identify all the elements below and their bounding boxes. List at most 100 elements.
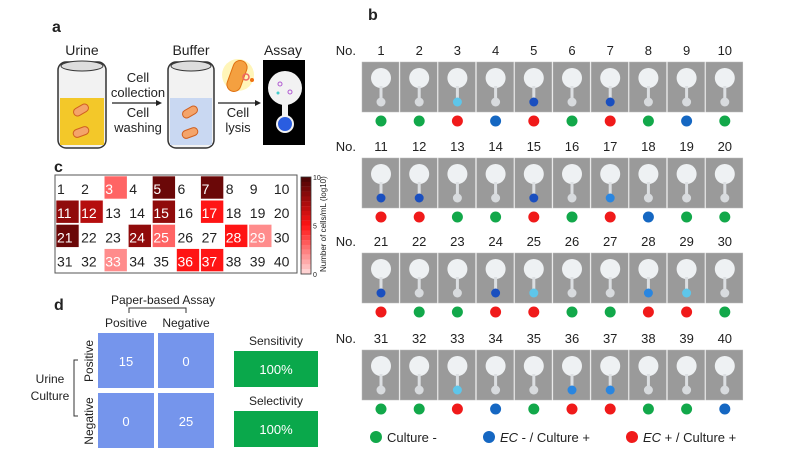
- heatmap-cell: 25: [152, 224, 176, 248]
- assay-strip: 32: [399, 331, 438, 415]
- heatmap-cell-label: 35: [153, 254, 169, 270]
- legend-dot: [626, 431, 638, 443]
- assay-strip: 22: [399, 234, 438, 318]
- heatmap-cell: 20: [274, 205, 290, 221]
- sample-number: 8: [645, 43, 652, 58]
- assay-strip: 28: [629, 234, 667, 318]
- detection-spot: [376, 193, 386, 203]
- result-dot: [719, 403, 731, 415]
- legend-label: Culture -: [387, 430, 437, 445]
- legend-italic: EC: [643, 430, 662, 445]
- detection-spot: [567, 385, 577, 395]
- detection-spot: [376, 288, 386, 298]
- detection-spot: [682, 193, 692, 203]
- assay-strip: No. 31: [336, 331, 400, 415]
- heatmap-cell-label: 8: [226, 181, 234, 197]
- heatmap-cell-label: 9: [250, 181, 258, 197]
- panel-label-a: a: [52, 19, 61, 36]
- assay-strip: 8: [629, 43, 667, 127]
- result-dot: [490, 306, 502, 318]
- assay-strip: 29: [667, 234, 705, 318]
- sample-number: 33: [450, 331, 464, 346]
- detection-spot: [567, 193, 577, 203]
- detection-spot: [376, 97, 386, 107]
- assay-strip: 35: [514, 331, 553, 415]
- result-dot: [642, 211, 654, 223]
- assay-label: Assay: [264, 42, 302, 58]
- detection-spot: [491, 385, 501, 395]
- sample-number: 1: [377, 43, 384, 58]
- heatmap-cell-label: 27: [202, 229, 218, 245]
- result-dot: [375, 115, 387, 127]
- assay-strip: 12: [399, 139, 438, 223]
- heatmap-cell: 26: [178, 229, 194, 245]
- heatmap-cell-label: 31: [57, 254, 73, 270]
- matrix-cell: 0: [98, 393, 154, 448]
- result-dot: [719, 306, 731, 318]
- heatmap-cell-label: 39: [250, 254, 266, 270]
- colorbar-segment: [301, 240, 311, 246]
- result-dot: [681, 115, 693, 127]
- arrow-icon: [112, 100, 162, 106]
- heatmap-cell-label: 19: [250, 205, 266, 221]
- result-dot: [719, 115, 731, 127]
- matrix-value: 15: [119, 354, 133, 369]
- heatmap-cell: 9: [250, 181, 258, 197]
- sample-number: 12: [412, 139, 426, 154]
- detection-spot: [682, 385, 692, 395]
- detection-spot: [452, 385, 462, 395]
- heatmap-cell-label: 3: [105, 181, 113, 197]
- sample-number: 32: [412, 331, 426, 346]
- detection-spot: [643, 385, 653, 395]
- heatmap-cell: 4: [129, 181, 137, 197]
- detection-spot: [720, 193, 730, 203]
- panel-label-b: b: [368, 7, 378, 24]
- heatmap-cell-label: 38: [226, 254, 242, 270]
- heatmap-cell: 15: [152, 199, 176, 224]
- sample-number: 40: [718, 331, 732, 346]
- colorbar-segment: [301, 254, 311, 260]
- assay-strip: 30: [705, 234, 744, 318]
- sample-number: 36: [565, 331, 579, 346]
- assay-strip: 15: [514, 139, 553, 223]
- result-dot: [604, 211, 616, 223]
- colorbar-segment: [301, 235, 311, 241]
- heatmap-cell: 12: [79, 199, 104, 224]
- assay-strip: 39: [667, 331, 705, 415]
- heatmap-cell: 23: [105, 229, 121, 245]
- detection-spot: [376, 385, 386, 395]
- result-dot: [681, 403, 693, 415]
- heatmap-cell-label: 11: [57, 205, 72, 221]
- matrix-cell: 0: [158, 333, 214, 388]
- legend-item: EC + / Culture +: [626, 430, 736, 445]
- colorbar-label: Number of cells/mL (log10): [319, 176, 328, 272]
- heatmap-cell-label: 1: [57, 181, 65, 197]
- sample-number: 17: [603, 139, 617, 154]
- text-label: Cell: [227, 105, 250, 120]
- heatmap-cell: 28: [224, 224, 248, 248]
- detection-spot: [529, 193, 539, 203]
- assay-strip: 24: [476, 234, 514, 318]
- assay-strip: 16: [552, 139, 591, 223]
- assay-strip: 38: [629, 331, 667, 415]
- text-label: washing: [113, 120, 162, 135]
- detection-spot: [605, 385, 615, 395]
- step1-text: Cell collection Cell washing: [111, 70, 165, 135]
- heatmap-cell: 2: [81, 181, 89, 197]
- heatmap-cell-label: 30: [274, 229, 290, 245]
- arrow-icon: [218, 100, 261, 106]
- result-dot: [681, 306, 693, 318]
- sample-number: 31: [374, 331, 388, 346]
- row-prefix: No.: [336, 139, 356, 154]
- sample-number: 22: [412, 234, 426, 249]
- heatmap-cell-label: 28: [226, 229, 242, 245]
- heatmap-cell: 14: [129, 205, 145, 221]
- legend-italic: EC: [500, 430, 519, 445]
- heatmap-cell: 38: [226, 254, 242, 270]
- assay-title: Paper-based Assay: [111, 293, 215, 307]
- heatmap-cell: 36: [176, 248, 200, 272]
- sample-number: 25: [527, 234, 541, 249]
